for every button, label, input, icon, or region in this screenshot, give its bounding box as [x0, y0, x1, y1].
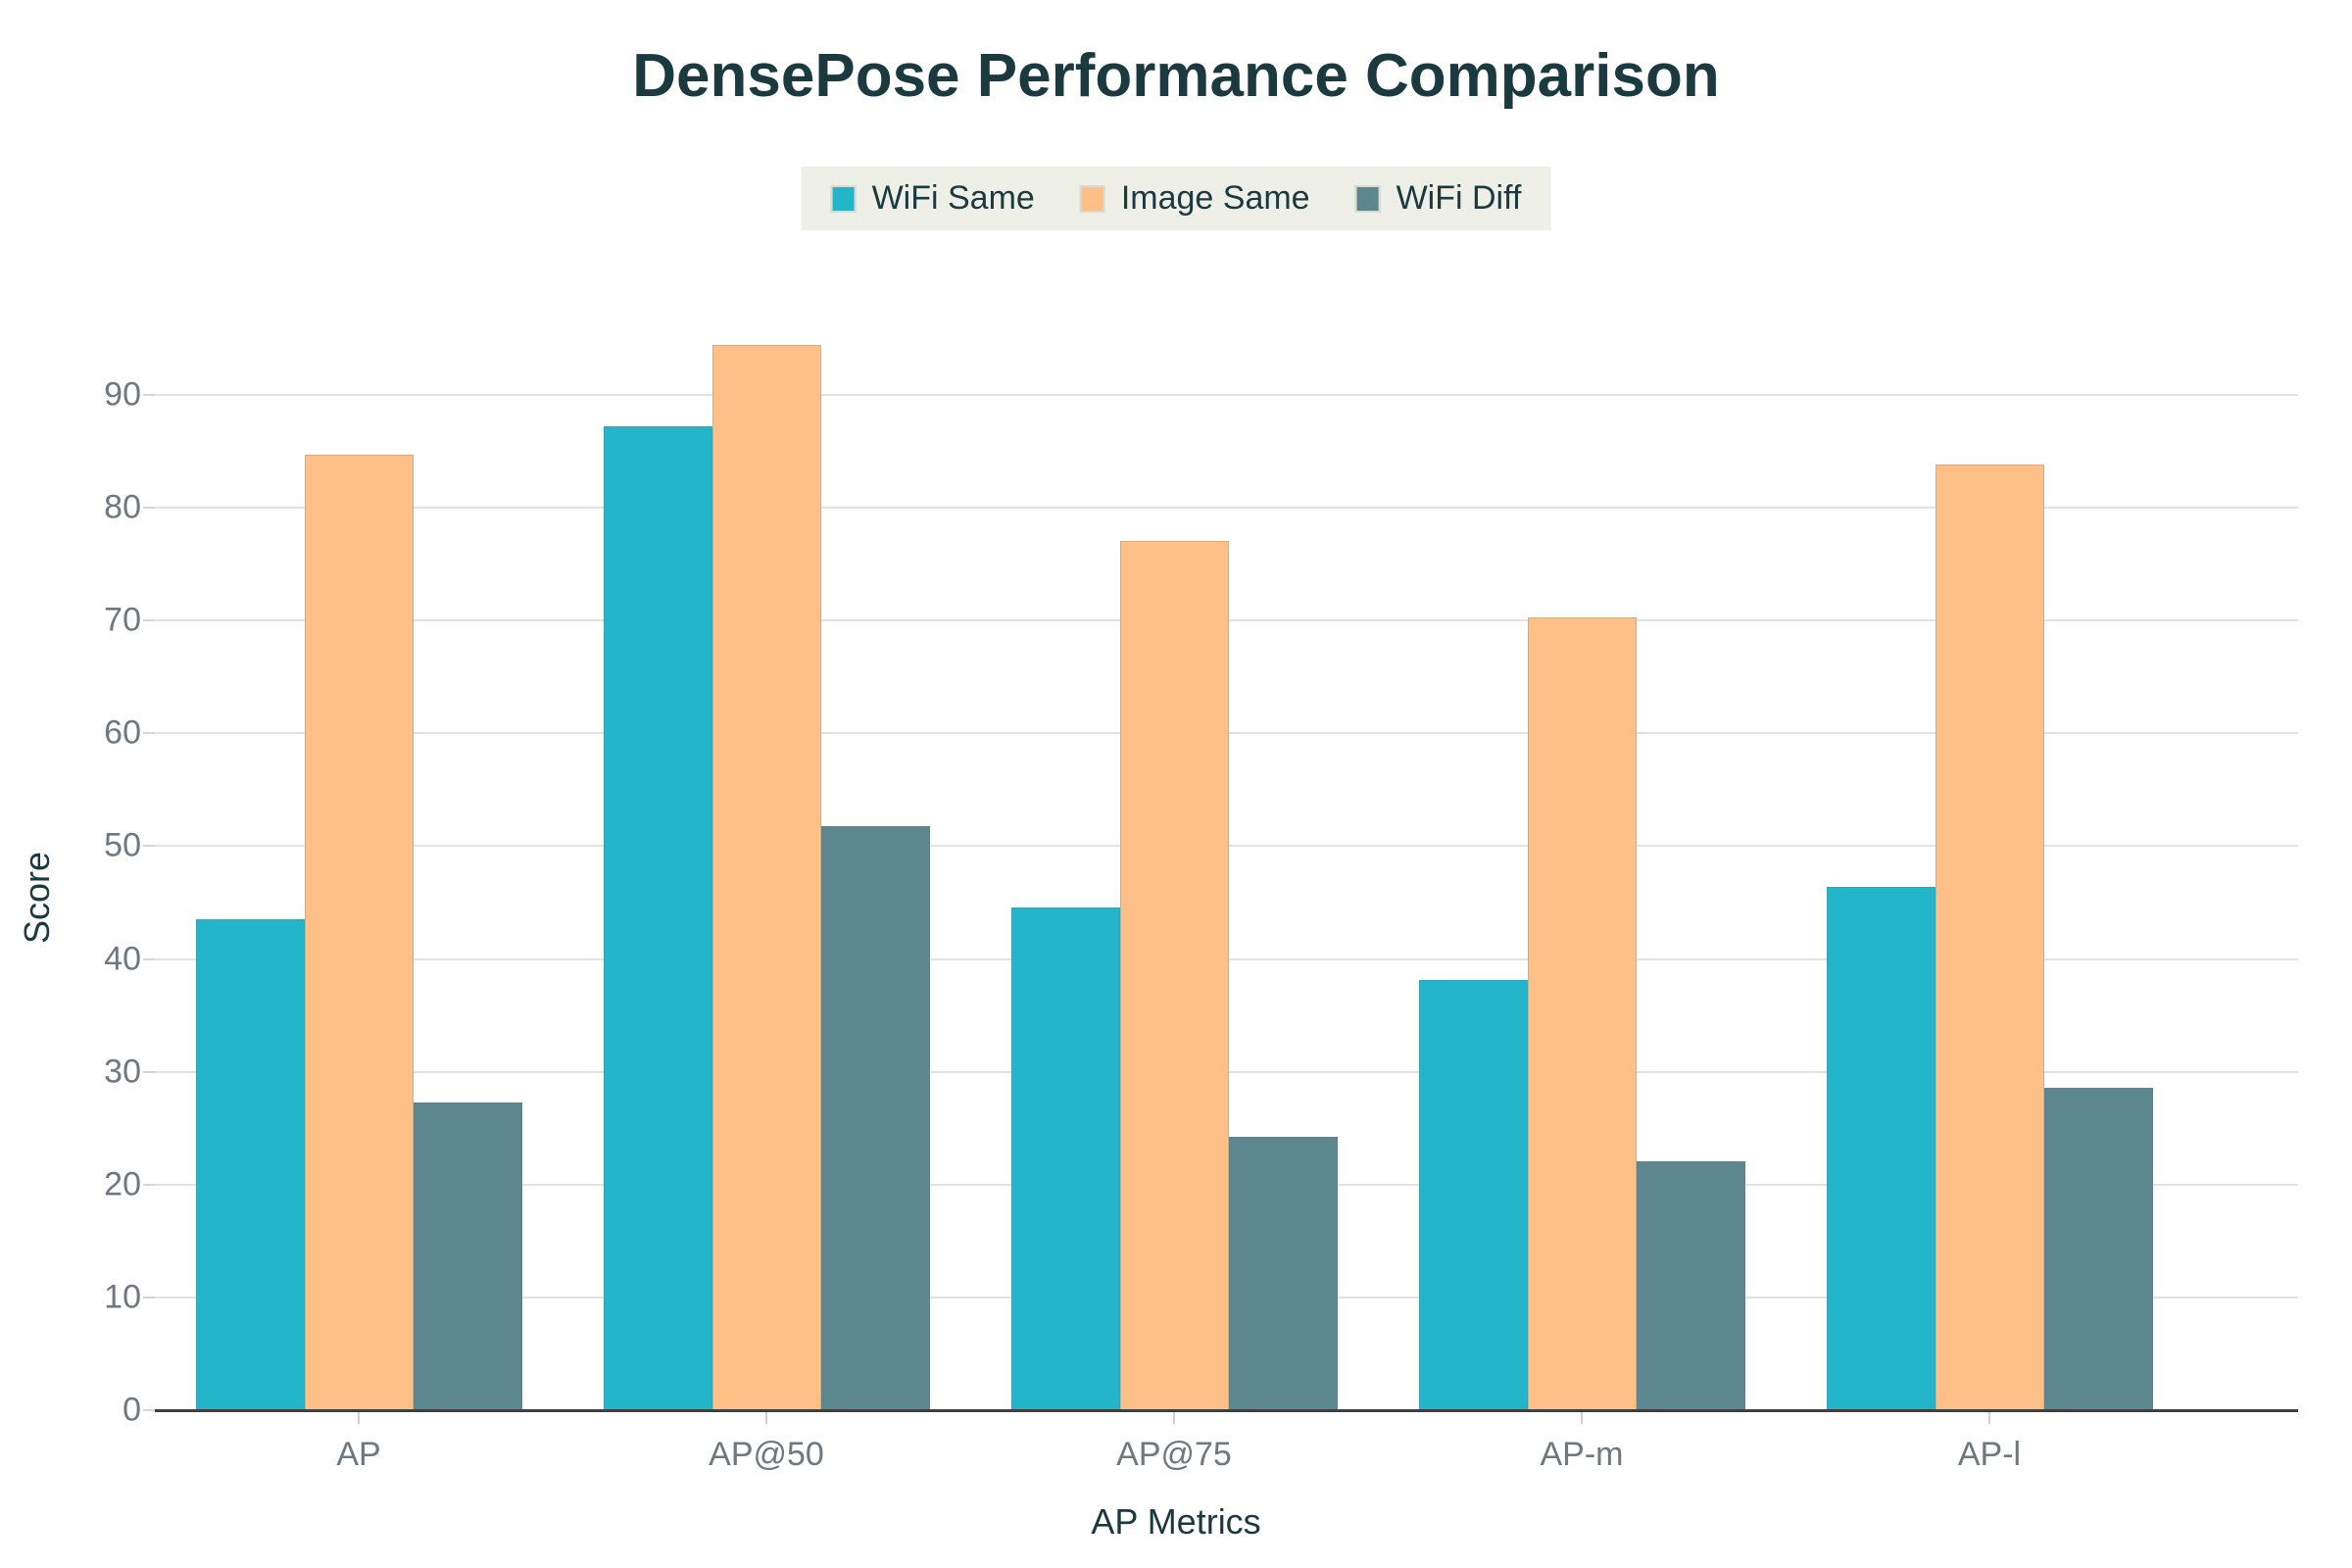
y-tick-label: 30 — [104, 1053, 141, 1091]
bar-wifi-same — [603, 426, 712, 1410]
legend-label: WiFi Same — [871, 179, 1035, 217]
bar-wifi-same — [1418, 980, 1528, 1410]
y-tick-mark — [143, 732, 155, 735]
y-tick-mark — [143, 1070, 155, 1073]
x-tick-label: AP — [336, 1436, 381, 1473]
bar-wifi-diff — [2043, 1087, 2153, 1410]
legend-swatch-icon — [1354, 184, 1381, 213]
legend-item-image-same: Image Same — [1079, 179, 1310, 218]
bar-image-same — [1119, 540, 1229, 1410]
bar-wifi-same — [1826, 886, 1936, 1410]
y-tick-mark — [143, 619, 155, 622]
x-tick-mark — [1988, 1412, 1990, 1424]
bar-image-same — [304, 455, 414, 1410]
x-axis-line — [155, 1409, 2298, 1412]
x-tick-label: AP@75 — [1116, 1436, 1232, 1473]
legend-label: WiFi Diff — [1396, 179, 1522, 217]
y-tick-label: 20 — [104, 1165, 141, 1203]
x-tick-mark — [1173, 1412, 1175, 1424]
x-tick-mark — [1581, 1412, 1583, 1424]
bar-wifi-diff — [413, 1102, 522, 1410]
y-tick-mark — [143, 1409, 155, 1411]
y-tick-label: 70 — [104, 601, 141, 639]
bar-wifi-diff — [1636, 1160, 1745, 1410]
x-tick-label: AP-l — [1957, 1436, 2022, 1473]
bar-wifi-diff — [820, 825, 930, 1410]
legend-item-wifi-same: WiFi Same — [830, 179, 1035, 218]
y-tick-mark — [143, 507, 155, 510]
x-tick-label: AP-m — [1540, 1436, 1624, 1473]
y-tick-label: 40 — [104, 940, 141, 978]
legend: WiFi Same Image Same WiFi Diff — [801, 167, 1551, 230]
y-axis-title: Score — [17, 851, 57, 945]
y-tick-label: 80 — [104, 488, 141, 526]
bar-image-same — [1527, 616, 1637, 1410]
bar-image-same — [1935, 465, 2044, 1410]
legend-item-wifi-diff: WiFi Diff — [1354, 179, 1522, 218]
y-tick-label: 50 — [104, 826, 141, 864]
x-tick-mark — [765, 1412, 767, 1424]
y-gridline — [155, 507, 2298, 510]
chart-title: DensePose Performance Comparison — [632, 42, 1720, 110]
y-tick-mark — [143, 957, 155, 960]
bar-wifi-same — [1010, 906, 1120, 1410]
y-tick-label: 10 — [104, 1278, 141, 1316]
y-tick-label: 60 — [104, 713, 141, 752]
legend-label: Image Same — [1120, 179, 1310, 217]
x-tick-label: AP@50 — [709, 1436, 824, 1473]
y-tick-mark — [143, 1296, 155, 1298]
x-axis-title: AP Metrics — [1091, 1501, 1261, 1542]
y-tick-mark — [143, 1183, 155, 1186]
y-tick-mark — [143, 845, 155, 848]
y-tick-label: 90 — [104, 375, 141, 414]
y-gridline — [155, 394, 2298, 396]
bar-image-same — [711, 345, 821, 1410]
legend-swatch-icon — [1079, 184, 1105, 213]
legend-swatch-icon — [830, 184, 857, 213]
y-tick-mark — [143, 394, 155, 396]
bar-wifi-diff — [1228, 1137, 1338, 1410]
x-tick-mark — [358, 1412, 360, 1424]
bar-wifi-same — [195, 919, 305, 1410]
y-tick-label: 0 — [122, 1391, 141, 1429]
